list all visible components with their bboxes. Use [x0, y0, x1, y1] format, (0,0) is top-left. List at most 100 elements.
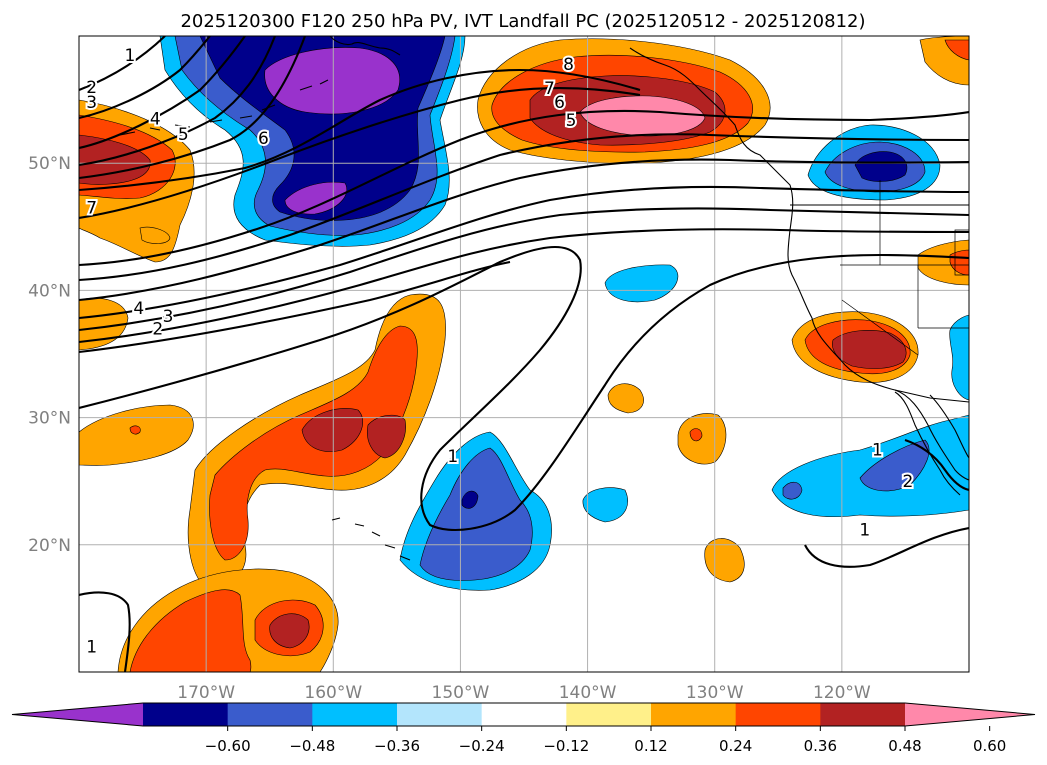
contour-line	[79, 36, 211, 120]
colorbar-tick-label: 0.48	[888, 737, 921, 755]
contour-line	[79, 591, 131, 672]
contour-line	[79, 36, 276, 167]
positive-anomaly-region	[139, 226, 171, 244]
coastlines	[119, 36, 969, 561]
positive-anomaly-region	[607, 383, 644, 414]
contour-label: 1	[86, 638, 97, 658]
negative-anomaly-region	[461, 490, 479, 509]
latitude-tick-label: 50°N	[28, 154, 71, 174]
colorbar-segment	[397, 703, 483, 726]
contour-label: 1	[872, 440, 883, 460]
latitude-axis: 20°N 30°N 40°N 50°N	[28, 154, 71, 556]
contour-line	[79, 36, 166, 91]
contour-label: 1	[859, 521, 870, 541]
negative-anomaly-region	[419, 447, 533, 581]
colorbar-tick-label: −0.12	[543, 737, 589, 755]
map-frame	[78, 35, 970, 673]
latitude-tick-label: 30°N	[28, 409, 71, 429]
longitude-tick-label: 160°W	[304, 683, 362, 703]
us-mexico-border	[894, 389, 969, 403]
positive-anomaly-region	[917, 239, 969, 286]
colorbar-tick-label: 0.12	[634, 737, 667, 755]
positive-anomaly-region	[269, 613, 310, 649]
colorbar-tick-label: −0.48	[289, 737, 335, 755]
longitude-tick-label: 170°W	[177, 683, 235, 703]
contour-line	[79, 207, 969, 332]
contour-label: 6	[554, 93, 565, 113]
latitude-tick-label: 20°N	[28, 536, 71, 556]
longitude-axis: 170°W 160°W 150°W 140°W 130°W 120°W	[177, 683, 871, 703]
negative-anomaly-region	[859, 439, 930, 492]
contour-line	[79, 246, 969, 531]
contour-label: 4	[150, 110, 161, 130]
contour-line	[79, 133, 969, 282]
colorbar-tick-label: −0.60	[205, 737, 251, 755]
contour-label: 3	[86, 93, 97, 113]
contour-label: 4	[133, 299, 144, 319]
negative-anomaly-region	[949, 314, 969, 401]
contour-label: 8	[563, 55, 574, 75]
contour-label: 7	[544, 79, 555, 99]
colorbar-tick-label: −0.24	[459, 737, 505, 755]
alaska-coastline	[629, 47, 969, 481]
contour-label: 2	[903, 472, 914, 492]
contour-label: 6	[258, 129, 269, 149]
colorbar-extend-low	[12, 703, 143, 726]
colorbar: −0.60 −0.48 −0.36 −0.24 −0.12 0.12 0.24 0.36 0.4…	[11, 702, 1036, 755]
positive-anomaly-region	[944, 39, 969, 61]
contour-line	[79, 109, 969, 267]
baja-california-coastline	[894, 391, 961, 496]
contour-line	[79, 36, 306, 180]
contour-line	[79, 158, 969, 302]
colorbar-segment	[143, 703, 229, 726]
contour-label: 5	[178, 125, 189, 145]
contour-label: 2	[86, 78, 97, 98]
positive-anomaly-region	[689, 428, 703, 442]
contour-line	[804, 526, 969, 568]
positive-anomaly-region	[129, 589, 252, 672]
colorbar-segment	[735, 703, 821, 726]
colorbar-segment	[566, 703, 652, 726]
contour-line	[79, 36, 246, 150]
hawaiian-islands	[331, 517, 411, 561]
positive-anomaly-region	[301, 408, 363, 452]
colorbar-outline	[11, 702, 1036, 727]
figure-title: 2025120300 F120 250 hPa PV, IVT Landfall…	[180, 11, 865, 32]
colorbar-tick-label: 0.60	[973, 737, 1006, 755]
colorbar-tick-label: 0.24	[719, 737, 752, 755]
contour-label: 7	[86, 199, 97, 219]
colorbar-segment	[481, 703, 567, 726]
negative-anomaly-region	[604, 264, 679, 303]
longitude-tick-label: 130°W	[686, 683, 744, 703]
colorbar-segment	[227, 703, 313, 726]
positive-anomaly-region	[677, 413, 727, 465]
contour-label: 1	[447, 447, 458, 467]
colorbar-segment	[312, 703, 398, 726]
latitude-tick-label: 40°N	[28, 281, 71, 301]
longitude-tick-label: 140°W	[559, 683, 617, 703]
gulf-of-california-coastline	[929, 394, 969, 459]
negative-anomaly-region	[264, 47, 400, 115]
contour-label: 5	[566, 111, 577, 131]
negative-anomaly-region	[771, 414, 969, 517]
positive-anomaly-region	[129, 425, 141, 435]
positive-anomaly-region	[79, 134, 151, 185]
colorbar-tick-label: −0.36	[374, 737, 420, 755]
contour-label: 2	[152, 320, 163, 340]
contour-line	[79, 260, 511, 354]
contour-label: 1	[124, 46, 135, 66]
longitude-tick-label: 150°W	[432, 683, 490, 703]
negative-anomaly-region	[284, 181, 347, 215]
contour-line	[79, 68, 641, 192]
north-america-coastline	[329, 36, 401, 56]
longitude-tick-label: 120°W	[813, 683, 871, 703]
positive-anomaly-region	[367, 414, 406, 459]
positive-anomaly-region	[579, 95, 706, 137]
contour-lines	[79, 36, 969, 672]
positive-anomaly-region	[79, 404, 194, 466]
contour-line	[79, 185, 969, 320]
contour-line	[904, 439, 969, 492]
